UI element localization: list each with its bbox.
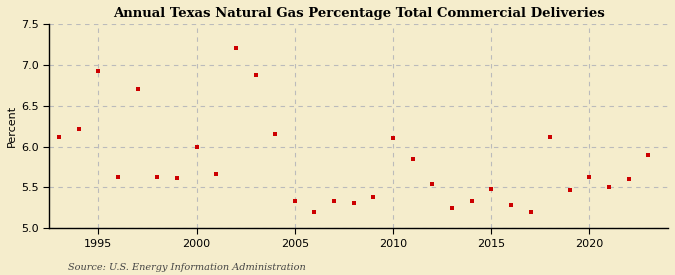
Point (368, 195, 379, 199)
Point (290, 199, 300, 204)
Point (211, 171, 221, 176)
Point (466, 199, 477, 204)
Point (270, 132, 281, 136)
Point (230, 46, 241, 51)
Point (113, 175, 124, 179)
Point (250, 72, 261, 77)
Point (191, 145, 202, 150)
Point (447, 206, 458, 210)
Point (603, 185, 614, 189)
Point (132, 87, 143, 92)
Point (74, 126, 84, 131)
Point (171, 175, 182, 180)
Point (624, 177, 634, 182)
Point (643, 153, 654, 157)
Point (54, 134, 65, 139)
Text: Source: U.S. Energy Information Administration: Source: U.S. Energy Information Administ… (68, 263, 305, 272)
Point (387, 136, 398, 141)
Point (407, 157, 418, 161)
Point (93, 68, 104, 73)
Point (545, 134, 556, 139)
Point (506, 203, 516, 208)
Point (564, 188, 575, 192)
Point (525, 210, 536, 214)
Point (152, 175, 163, 179)
Y-axis label: Percent: Percent (7, 105, 17, 147)
Point (486, 187, 497, 191)
Point (329, 198, 340, 203)
Point (427, 182, 437, 186)
Point (584, 175, 595, 179)
Point (309, 210, 320, 214)
Point (348, 201, 359, 205)
Title: Annual Texas Natural Gas Percentage Total Commercial Deliveries: Annual Texas Natural Gas Percentage Tota… (113, 7, 605, 20)
